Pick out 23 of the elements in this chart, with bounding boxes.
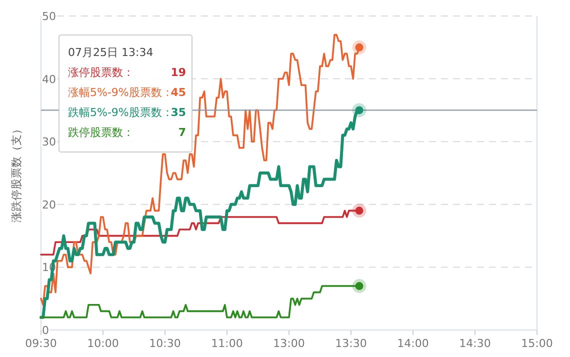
x-tick-label: 10:30 — [149, 337, 181, 350]
y-tick-label: 30 — [42, 136, 56, 149]
y-tick-label: 20 — [42, 198, 56, 212]
annotation: 7 — [178, 126, 186, 139]
annotation: 45 — [170, 86, 186, 99]
y-tick-label: 50 — [42, 10, 56, 23]
x-tick-label: 14:30 — [459, 337, 491, 350]
x-tick-label: 13:00 — [273, 337, 305, 350]
y-axis-title: 涨跌停股票数（支） — [10, 124, 23, 222]
x-tick-label: 09:30 — [25, 337, 57, 350]
annotation: 19 — [170, 66, 186, 79]
text: 跌幅5%-9%股票数： — [68, 106, 173, 119]
x-tick-label: 13:30 — [335, 337, 367, 350]
text: 跌停股票数： — [68, 126, 134, 139]
legend-title: 07月25日 13:34 — [68, 46, 154, 59]
y-tick-label: 0 — [42, 324, 49, 337]
x-tick-label: 14:00 — [397, 337, 429, 350]
x-tick-label: 15:00 — [521, 337, 553, 350]
x-tick-label: 11:00 — [211, 337, 243, 350]
text: 涨停股票数： — [68, 66, 134, 79]
annotation: 35 — [170, 106, 186, 119]
x-tick-label: 10:00 — [87, 337, 119, 350]
y-tick-label: 40 — [42, 72, 56, 86]
